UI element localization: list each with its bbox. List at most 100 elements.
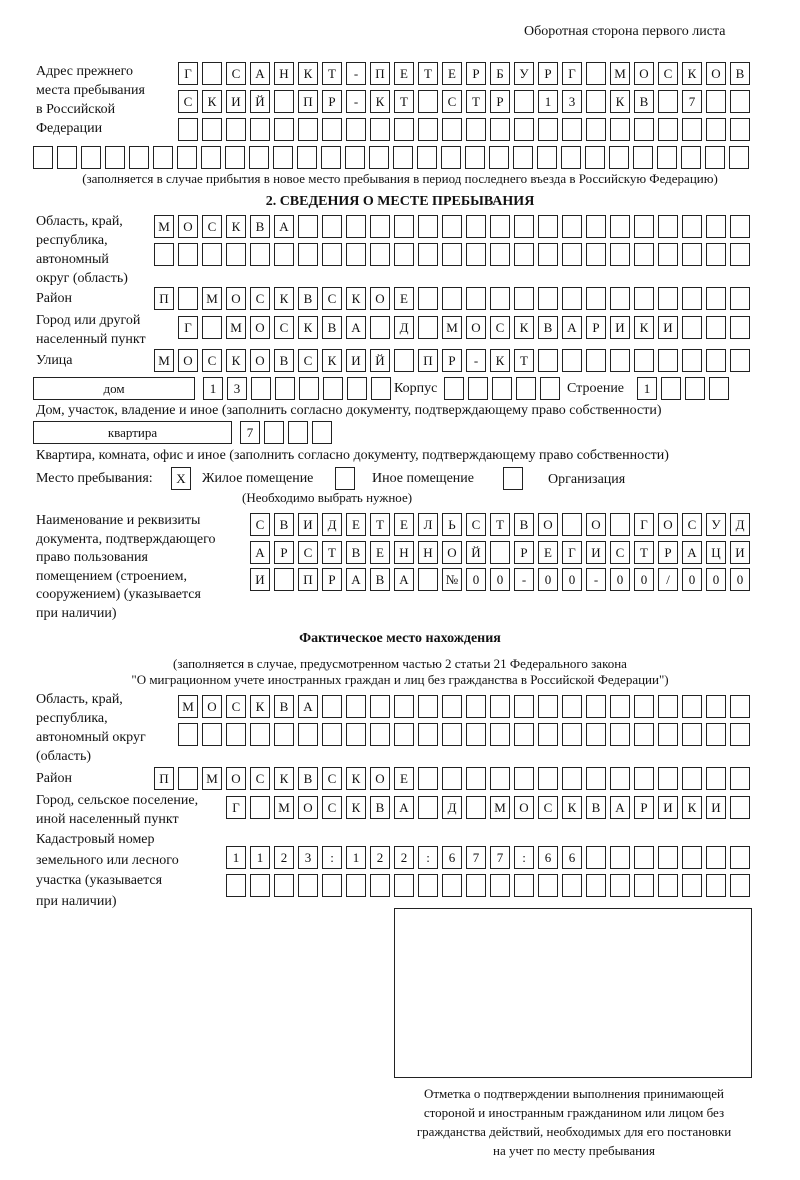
char-cell[interactable]: 1 [346, 846, 366, 869]
char-cell[interactable]: И [346, 349, 366, 372]
char-cell[interactable]: Е [394, 62, 414, 85]
char-cell[interactable]: 7 [682, 90, 702, 113]
char-cell[interactable] [250, 118, 270, 141]
char-cell[interactable] [346, 723, 366, 746]
char-cell[interactable] [513, 146, 533, 169]
char-cell[interactable] [178, 118, 198, 141]
char-cell[interactable]: Р [274, 541, 294, 564]
char-cell[interactable]: П [154, 767, 174, 790]
char-cell[interactable] [298, 723, 318, 746]
char-cell[interactable] [682, 118, 702, 141]
char-cell[interactable] [562, 723, 582, 746]
char-cell[interactable] [418, 874, 438, 897]
char-cell[interactable]: А [610, 796, 630, 819]
char-cell[interactable] [562, 215, 582, 238]
char-cell[interactable]: П [418, 349, 438, 372]
char-cell[interactable] [466, 874, 486, 897]
char-cell[interactable]: С [442, 90, 462, 113]
char-cell[interactable]: О [514, 796, 534, 819]
char-cell[interactable] [538, 118, 558, 141]
char-cell[interactable]: С [178, 90, 198, 113]
char-cell[interactable] [466, 243, 486, 266]
char-cell[interactable]: № [442, 568, 462, 591]
char-cell[interactable]: М [154, 349, 174, 372]
char-cell[interactable] [466, 695, 486, 718]
char-cell[interactable]: М [202, 287, 222, 310]
char-cell[interactable] [394, 215, 414, 238]
char-cell[interactable]: С [682, 513, 702, 536]
char-cell[interactable]: Е [538, 541, 558, 564]
char-cell[interactable]: 0 [562, 568, 582, 591]
char-cell[interactable] [202, 316, 222, 339]
char-cell[interactable] [586, 243, 606, 266]
char-cell[interactable] [345, 146, 365, 169]
char-cell[interactable]: Л [418, 513, 438, 536]
char-cell[interactable] [466, 767, 486, 790]
char-cell[interactable] [226, 243, 246, 266]
char-cell[interactable] [682, 874, 702, 897]
char-cell[interactable] [442, 723, 462, 746]
char-cell[interactable]: В [370, 568, 390, 591]
char-cell[interactable]: И [658, 796, 678, 819]
char-cell[interactable]: А [298, 695, 318, 718]
char-cell[interactable]: Е [394, 287, 414, 310]
char-cell[interactable] [730, 287, 750, 310]
char-cell[interactable]: К [226, 215, 246, 238]
char-cell[interactable]: Р [658, 541, 678, 564]
char-cell[interactable]: С [538, 796, 558, 819]
char-cell[interactable] [441, 146, 461, 169]
char-cell[interactable]: Д [322, 513, 342, 536]
char-cell[interactable]: В [298, 287, 318, 310]
char-cell[interactable] [681, 146, 701, 169]
char-cell[interactable] [610, 287, 630, 310]
char-cell[interactable] [154, 243, 174, 266]
char-cell[interactable] [418, 316, 438, 339]
char-cell[interactable] [538, 215, 558, 238]
char-cell[interactable]: 7 [240, 421, 260, 444]
char-cell[interactable] [682, 695, 702, 718]
char-cell[interactable] [610, 243, 630, 266]
char-cell[interactable] [490, 118, 510, 141]
char-cell[interactable] [682, 767, 702, 790]
char-cell[interactable] [562, 349, 582, 372]
char-cell[interactable] [418, 287, 438, 310]
char-cell[interactable] [274, 568, 294, 591]
char-cell[interactable]: У [706, 513, 726, 536]
char-cell[interactable] [312, 421, 332, 444]
char-cell[interactable] [201, 146, 221, 169]
char-cell[interactable]: К [490, 349, 510, 372]
char-cell[interactable] [562, 287, 582, 310]
char-cell[interactable] [610, 513, 630, 536]
char-cell[interactable]: И [250, 568, 270, 591]
char-cell[interactable]: 3 [298, 846, 318, 869]
char-cell[interactable] [538, 767, 558, 790]
char-cell[interactable] [466, 723, 486, 746]
char-cell[interactable] [706, 349, 726, 372]
char-cell[interactable]: О [178, 349, 198, 372]
char-cell[interactable]: К [298, 316, 318, 339]
char-cell[interactable] [682, 723, 702, 746]
char-cell[interactable] [634, 215, 654, 238]
char-cell[interactable] [514, 90, 534, 113]
char-cell[interactable] [466, 796, 486, 819]
char-cell[interactable]: И [658, 316, 678, 339]
char-cell[interactable] [610, 349, 630, 372]
char-cell[interactable] [730, 723, 750, 746]
char-cell[interactable] [729, 146, 749, 169]
char-cell[interactable] [706, 723, 726, 746]
char-cell[interactable] [586, 846, 606, 869]
char-cell[interactable] [682, 316, 702, 339]
char-cell[interactable] [537, 146, 557, 169]
char-cell[interactable] [514, 874, 534, 897]
char-cell[interactable]: Е [394, 513, 414, 536]
char-cell[interactable] [250, 243, 270, 266]
char-cell[interactable]: Н [274, 62, 294, 85]
char-cell[interactable]: О [178, 215, 198, 238]
char-cell[interactable] [370, 695, 390, 718]
char-cell[interactable] [394, 723, 414, 746]
char-cell[interactable] [178, 723, 198, 746]
char-cell[interactable]: У [514, 62, 534, 85]
char-cell[interactable]: И [706, 796, 726, 819]
char-cell[interactable] [178, 767, 198, 790]
char-cell[interactable] [661, 377, 681, 400]
